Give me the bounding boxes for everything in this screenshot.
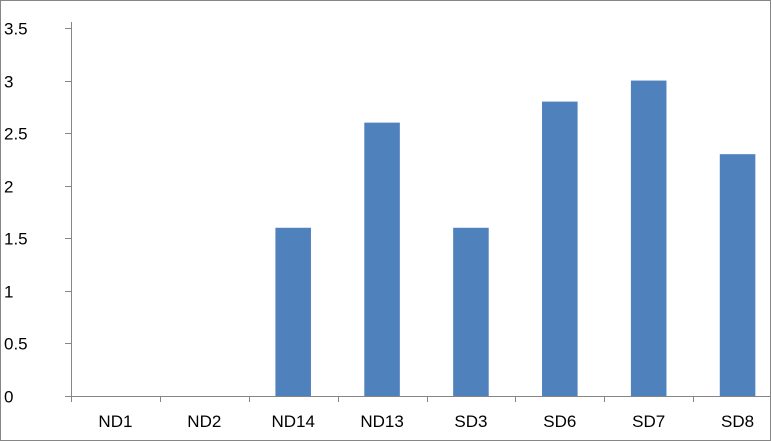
x-tick-label: SD7 xyxy=(632,412,665,431)
y-tick-label: 3.5 xyxy=(4,20,28,39)
y-tick-label: 2.5 xyxy=(4,125,28,144)
bar-nd14 xyxy=(275,227,311,396)
x-tick-label: ND1 xyxy=(98,412,132,431)
bars xyxy=(275,80,756,397)
x-tick-label: ND2 xyxy=(187,412,221,431)
bar-sd8 xyxy=(719,154,756,396)
bar-sd6 xyxy=(542,101,578,396)
y-tick-label: 1.5 xyxy=(4,230,28,249)
y-tick-label: 0.5 xyxy=(4,335,28,354)
bar-sd7 xyxy=(630,80,667,397)
y-tick-label: 3 xyxy=(4,73,13,92)
x-tick-label: SD3 xyxy=(454,412,487,431)
x-tick-label: ND14 xyxy=(271,412,314,431)
x-tick-label: ND13 xyxy=(360,412,403,431)
bar-sd3 xyxy=(453,227,489,396)
y-tick-label: 1 xyxy=(4,283,13,302)
y-tick-label: 2 xyxy=(4,178,13,197)
x-tick-label: SD8 xyxy=(721,412,754,431)
y-tick-label: 0 xyxy=(4,388,13,407)
x-tick-label: SD6 xyxy=(543,412,576,431)
y-axis-ticks: 0 0.5 1 1.5 2 2.5 3 3.5 xyxy=(4,20,71,407)
x-axis-ticks: ND1 ND2 ND14 ND13 SD3 SD6 SD7 SD8 xyxy=(71,396,754,431)
bar-nd13 xyxy=(364,122,400,396)
